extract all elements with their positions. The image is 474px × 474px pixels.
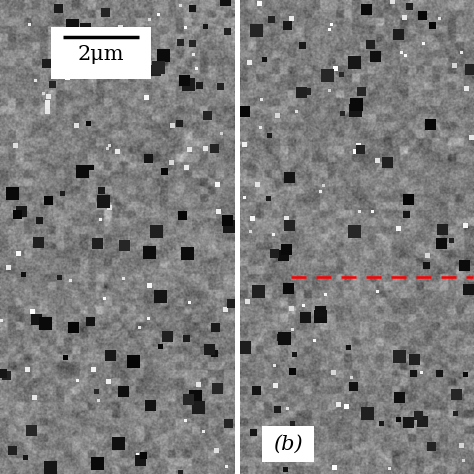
FancyBboxPatch shape	[51, 27, 151, 79]
Text: 2μm: 2μm	[78, 46, 124, 64]
Text: (b): (b)	[273, 435, 303, 454]
FancyBboxPatch shape	[262, 426, 314, 462]
